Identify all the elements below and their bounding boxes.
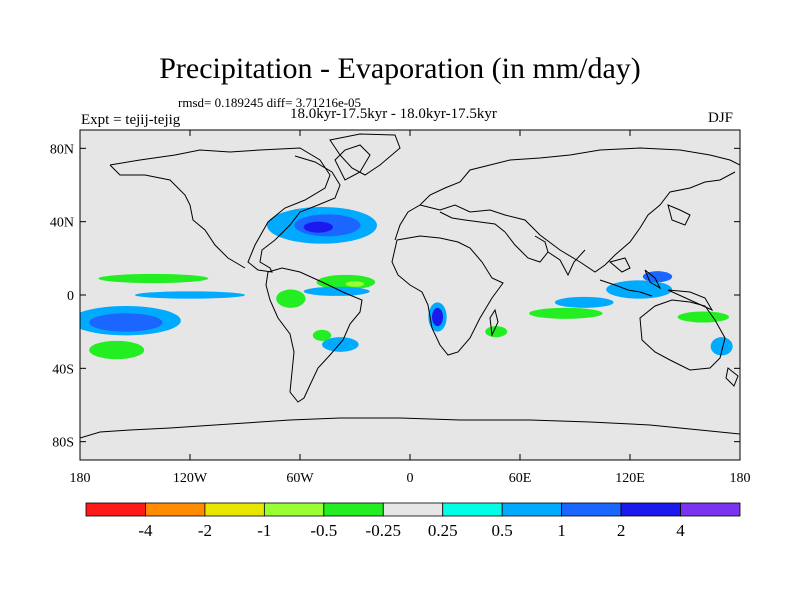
season-label: DJF xyxy=(708,110,734,126)
x-axis: 180 120W 60W 0 60E 120E 180 xyxy=(70,130,751,486)
colorbar-swatch xyxy=(561,502,622,517)
field-region xyxy=(303,286,370,296)
field-region xyxy=(529,307,603,319)
x-tick-label: 0 xyxy=(407,471,414,486)
field-region xyxy=(312,329,332,341)
colorbar-label: 4 xyxy=(676,521,685,540)
colorbar-label: 0.5 xyxy=(492,521,513,540)
field-region xyxy=(322,337,359,352)
x-tick-label: 60W xyxy=(286,471,314,486)
field-region xyxy=(642,271,673,283)
field-region xyxy=(303,221,334,233)
x-tick-label: 180 xyxy=(730,471,751,486)
x-tick-label: 60E xyxy=(509,471,532,486)
colorbar-label: 2 xyxy=(617,521,626,540)
x-tick-label: 120W xyxy=(173,471,208,486)
colorbar-swatch xyxy=(620,502,681,517)
y-tick-label: 40N xyxy=(50,216,74,231)
colorbar-label: -0.5 xyxy=(310,521,337,540)
colorbar-label: -4 xyxy=(138,521,153,540)
field-region xyxy=(606,280,673,299)
field-region xyxy=(89,340,145,360)
y-tick-label: 40S xyxy=(52,362,74,377)
y-axis: 80N 40N 0 40S 80S xyxy=(50,142,740,451)
x-tick-label: 180 xyxy=(70,471,91,486)
colorbar-swatch xyxy=(382,502,444,517)
colorbar-swatch xyxy=(204,502,265,517)
field-region xyxy=(89,313,163,332)
colorbar: -4 -2 -1 -0.5 -0.25 0.25 0.5 1 2 4 xyxy=(85,502,741,540)
colorbar-label: 0.25 xyxy=(428,521,458,540)
y-tick-label: 0 xyxy=(67,289,74,304)
field-region xyxy=(135,291,245,299)
colorbar-swatch xyxy=(501,502,563,517)
field-region xyxy=(432,307,443,327)
stats-line: rmsd= 0.189245 diff= 3.71216e-05 xyxy=(178,95,362,110)
colorbar-swatch xyxy=(680,502,741,517)
colorbar-swatch xyxy=(85,502,146,517)
field-region xyxy=(485,326,508,338)
y-tick-label: 80S xyxy=(52,436,74,451)
field-region xyxy=(276,289,306,308)
x-tick-label: 120E xyxy=(615,471,645,486)
field-region xyxy=(554,296,614,308)
y-tick-label: 80N xyxy=(50,142,74,157)
period-label: 18.0kyr-17.5kyr - 18.0kyr-17.5kyr xyxy=(290,106,497,122)
field-region xyxy=(98,273,209,284)
colorbar-label: -1 xyxy=(257,521,271,540)
field-region xyxy=(710,337,733,356)
colorbar-swatch xyxy=(145,502,206,517)
colorbar-swatch xyxy=(263,502,325,517)
field-region xyxy=(345,281,365,287)
colorbar-label: -0.25 xyxy=(366,521,401,540)
colorbar-label: -2 xyxy=(198,521,212,540)
field-region xyxy=(388,203,414,219)
colorbar-swatch xyxy=(442,502,503,517)
coastlines xyxy=(80,133,740,439)
colorbar-swatch xyxy=(323,502,384,517)
chart-title: Precipitation - Evaporation (in mm/day) xyxy=(159,52,641,85)
contour-fields xyxy=(80,199,733,360)
experiment-label: Expt = tejij-tejig xyxy=(81,112,181,128)
field-region xyxy=(677,311,729,323)
colorbar-label: 1 xyxy=(557,521,566,540)
